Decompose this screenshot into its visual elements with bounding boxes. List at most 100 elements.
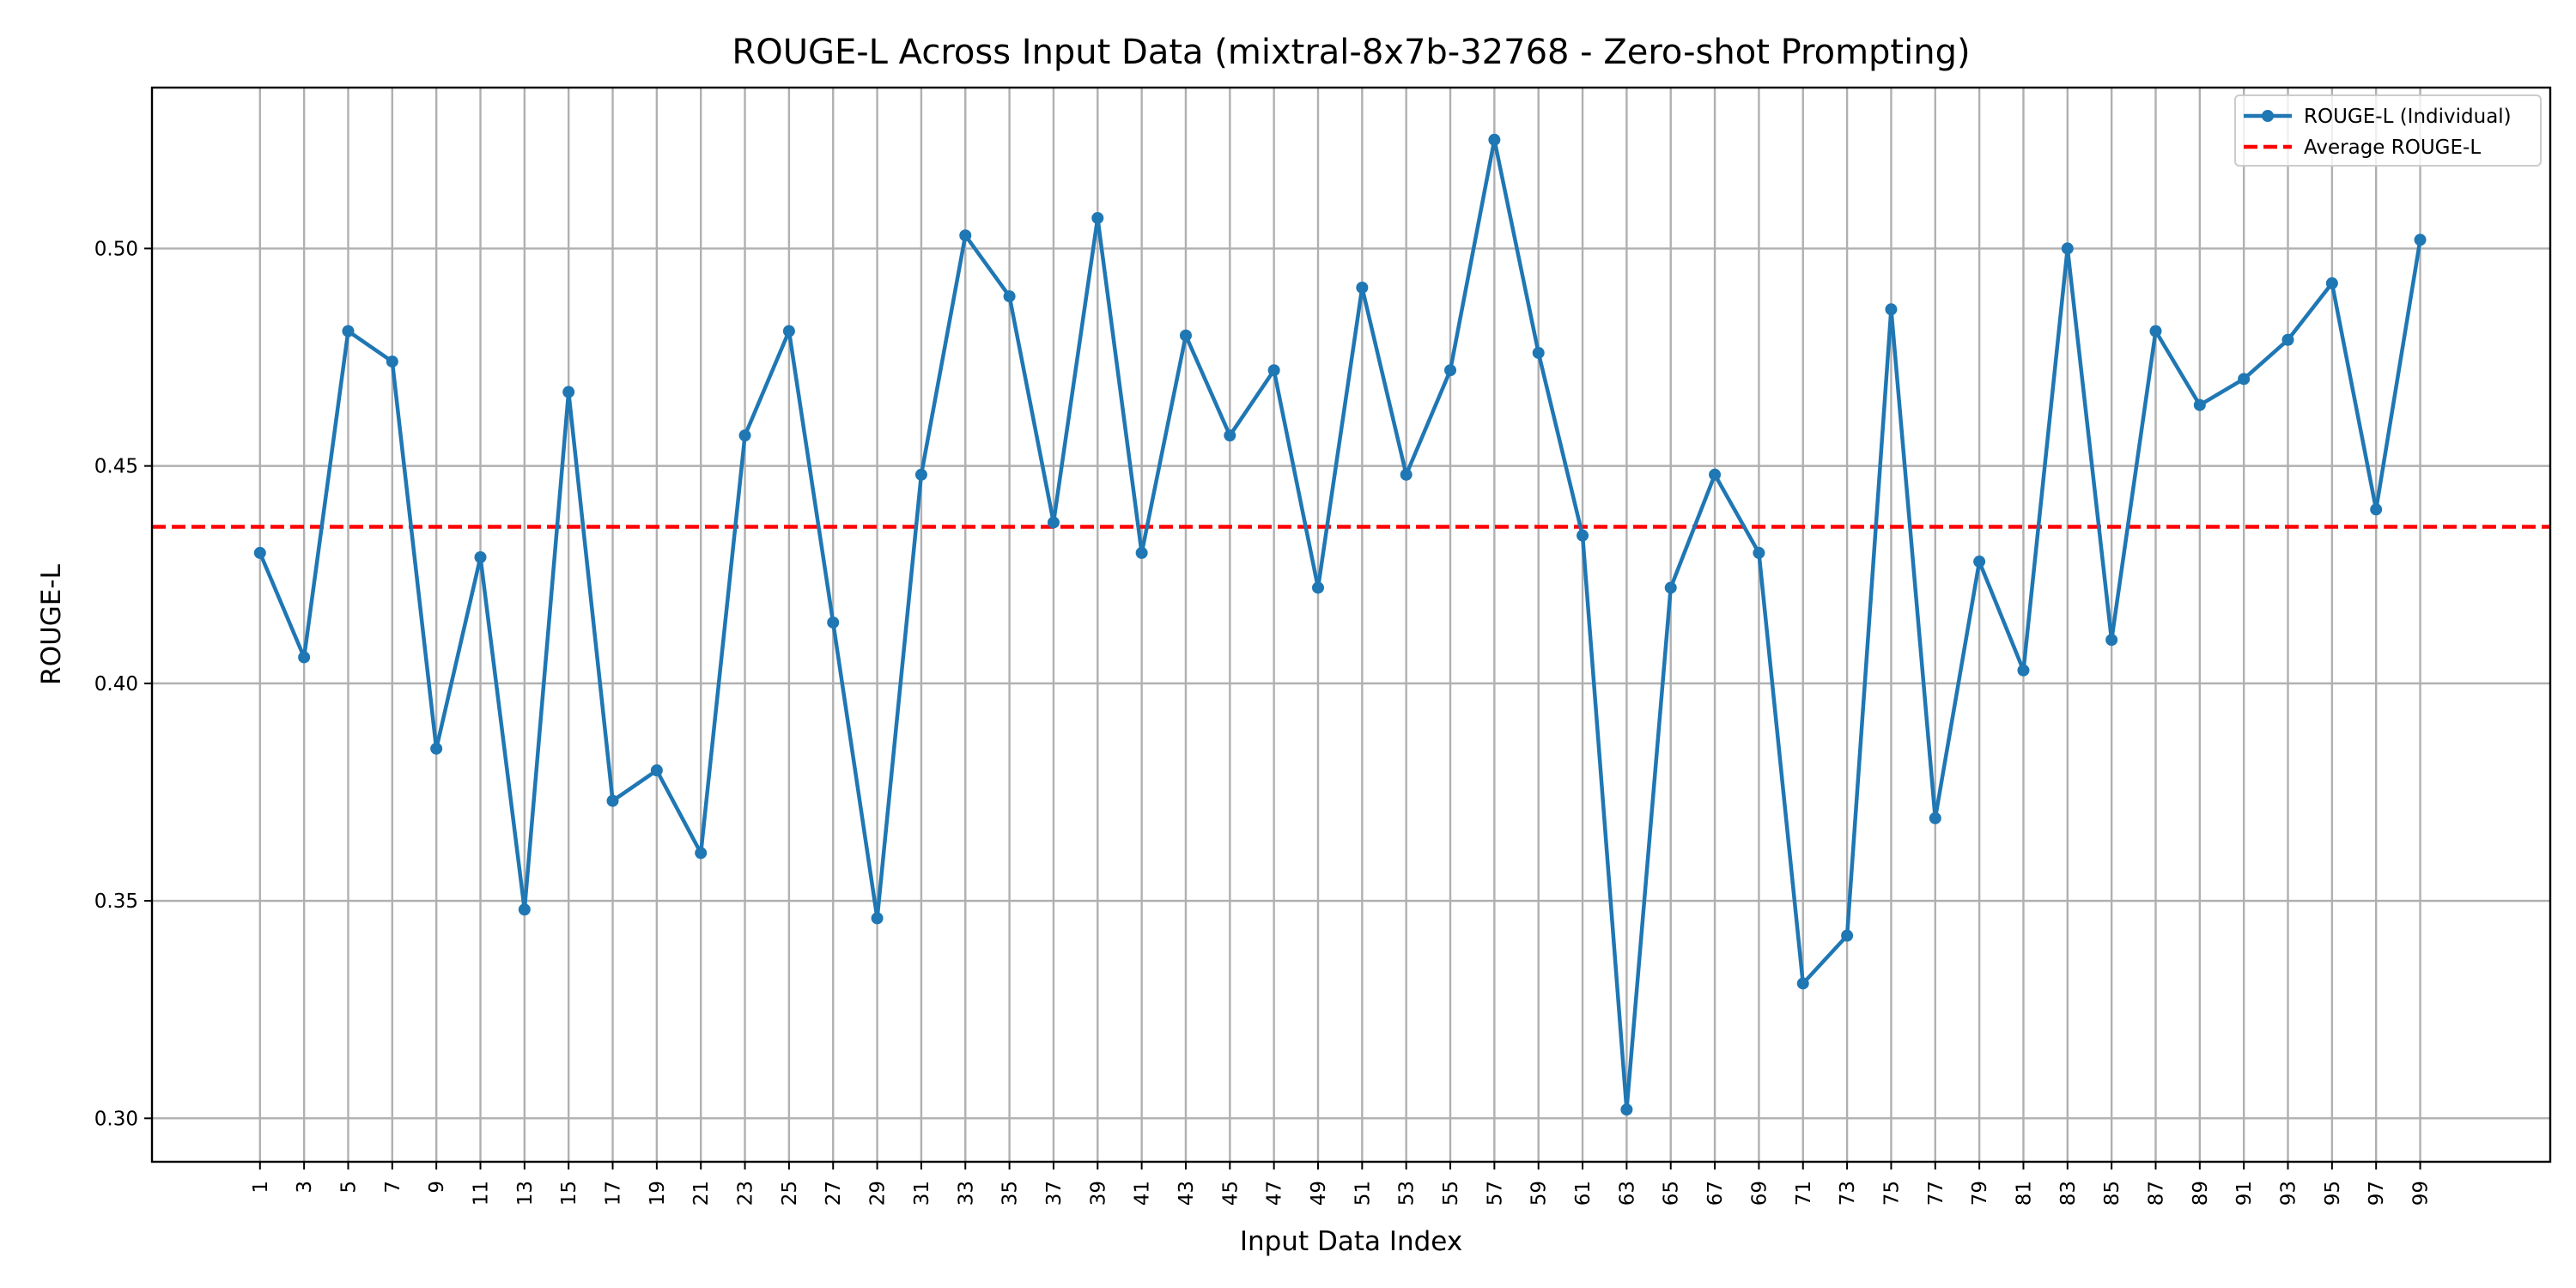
data-point — [1709, 468, 1722, 481]
data-point — [650, 764, 663, 777]
data-point — [827, 616, 840, 629]
x-tick-label: 13 — [514, 1181, 537, 1206]
x-tick-label: 45 — [1219, 1181, 1242, 1206]
x-tick-label: 37 — [1043, 1181, 1066, 1206]
x-tick-label: 53 — [1396, 1181, 1419, 1206]
x-tick-label: 15 — [558, 1181, 580, 1206]
x-tick-label: 35 — [999, 1181, 1022, 1206]
data-point — [2370, 503, 2383, 516]
x-tick-label: 99 — [2410, 1181, 2433, 1206]
data-point — [1973, 556, 1986, 568]
x-tick-label: 63 — [1616, 1181, 1638, 1206]
x-tick-label: 91 — [2233, 1181, 2256, 1206]
y-tick-label: 0.35 — [94, 890, 138, 913]
x-tick-label: 75 — [1880, 1181, 1903, 1206]
data-point — [1224, 429, 1236, 442]
x-tick-label: 81 — [2013, 1181, 2035, 1206]
x-tick-label: 25 — [779, 1181, 801, 1206]
data-point — [386, 355, 398, 368]
data-point — [2017, 664, 2030, 677]
x-tick-label: 71 — [1793, 1181, 1815, 1206]
data-point — [2193, 398, 2206, 411]
x-gridlines — [258, 88, 2421, 1162]
legend-label-average: Average ROUGE-L — [2304, 137, 2481, 159]
data-point — [1444, 364, 1457, 377]
data-point — [1488, 133, 1501, 146]
data-point — [914, 468, 927, 481]
data-point — [1400, 468, 1413, 481]
x-tick-label: 1 — [250, 1181, 272, 1194]
series-layer — [253, 133, 2427, 1116]
data-point — [1929, 811, 1941, 824]
data-point — [1885, 303, 1898, 316]
x-tick-label: 23 — [735, 1181, 757, 1206]
x-tick-label: 27 — [823, 1181, 845, 1206]
x-tick-label: 9 — [426, 1181, 448, 1194]
x-tick-label: 73 — [1837, 1181, 1859, 1206]
y-tick-label: 0.40 — [94, 673, 138, 696]
x-tick-label: 87 — [2145, 1181, 2167, 1206]
x-tick-label: 11 — [470, 1181, 492, 1206]
data-point — [738, 429, 751, 442]
data-point — [1577, 529, 1589, 542]
data-point — [1135, 546, 1148, 559]
x-axis-ticks: 1 3 5 7 9 11 13 15 17 19 21 23 25 27 29 31 33 35 37 39 41 43 4… — [250, 1162, 2433, 1206]
legend-box — [2234, 94, 2542, 167]
x-tick-label: 93 — [2278, 1181, 2300, 1206]
data-point — [1047, 516, 1060, 529]
data-point — [2105, 634, 2118, 647]
x-tick-label: 47 — [1264, 1181, 1286, 1206]
data-point — [1003, 290, 1016, 303]
x-tick-label: 17 — [603, 1181, 625, 1206]
data-point — [1356, 281, 1369, 294]
x-tick-label: 5 — [337, 1181, 360, 1194]
x-tick-label: 43 — [1176, 1181, 1198, 1206]
x-tick-label: 19 — [647, 1181, 669, 1206]
data-point — [871, 912, 884, 925]
data-point — [2414, 234, 2427, 246]
y-gridlines — [152, 247, 2550, 1120]
legend-marker-individual — [2262, 110, 2274, 122]
data-point — [606, 794, 619, 807]
x-tick-label: 33 — [955, 1181, 977, 1206]
x-tick-label: 97 — [2366, 1181, 2388, 1206]
x-tick-label: 65 — [1661, 1181, 1683, 1206]
x-tick-label: 95 — [2322, 1181, 2344, 1206]
x-tick-label: 7 — [382, 1181, 404, 1194]
data-point — [1091, 211, 1104, 224]
x-tick-label: 49 — [1308, 1181, 1330, 1206]
x-tick-label: 79 — [1969, 1181, 1991, 1206]
x-tick-label: 21 — [690, 1181, 713, 1206]
plot-frame — [150, 86, 2552, 1163]
x-tick-label: 59 — [1528, 1181, 1551, 1206]
data-point — [2281, 333, 2294, 346]
legend-label-individual: ROUGE-L (Individual) — [2304, 106, 2512, 128]
x-tick-label: 55 — [1440, 1181, 1462, 1206]
x-tick-label: 41 — [1132, 1181, 1154, 1206]
x-tick-label: 77 — [1925, 1181, 1947, 1206]
data-point — [695, 847, 708, 860]
y-tick-label: 0.50 — [94, 238, 138, 260]
data-point — [782, 325, 795, 337]
data-point — [518, 903, 531, 916]
y-axis-label: ROUGE-L — [36, 563, 67, 684]
data-point — [2061, 242, 2074, 255]
data-point — [1267, 364, 1280, 377]
x-axis-label: Input Data Index — [1240, 1226, 1462, 1257]
x-tick-label: 29 — [867, 1181, 890, 1206]
y-tick-label: 0.45 — [94, 456, 138, 478]
x-tick-label: 67 — [1704, 1181, 1727, 1206]
data-point — [1841, 929, 1854, 942]
rouge-l-series-line — [258, 137, 2422, 1112]
x-tick-label: 31 — [911, 1181, 933, 1206]
data-point — [342, 325, 355, 337]
data-point — [298, 651, 311, 664]
x-tick-label: 51 — [1352, 1181, 1374, 1206]
data-point — [562, 386, 575, 398]
legend: ROUGE-L (Individual) Average ROUGE-L — [2234, 94, 2542, 167]
x-tick-label: 89 — [2190, 1181, 2212, 1206]
data-point — [2238, 373, 2251, 386]
data-point — [1179, 329, 1192, 342]
data-point — [1620, 1103, 1633, 1116]
